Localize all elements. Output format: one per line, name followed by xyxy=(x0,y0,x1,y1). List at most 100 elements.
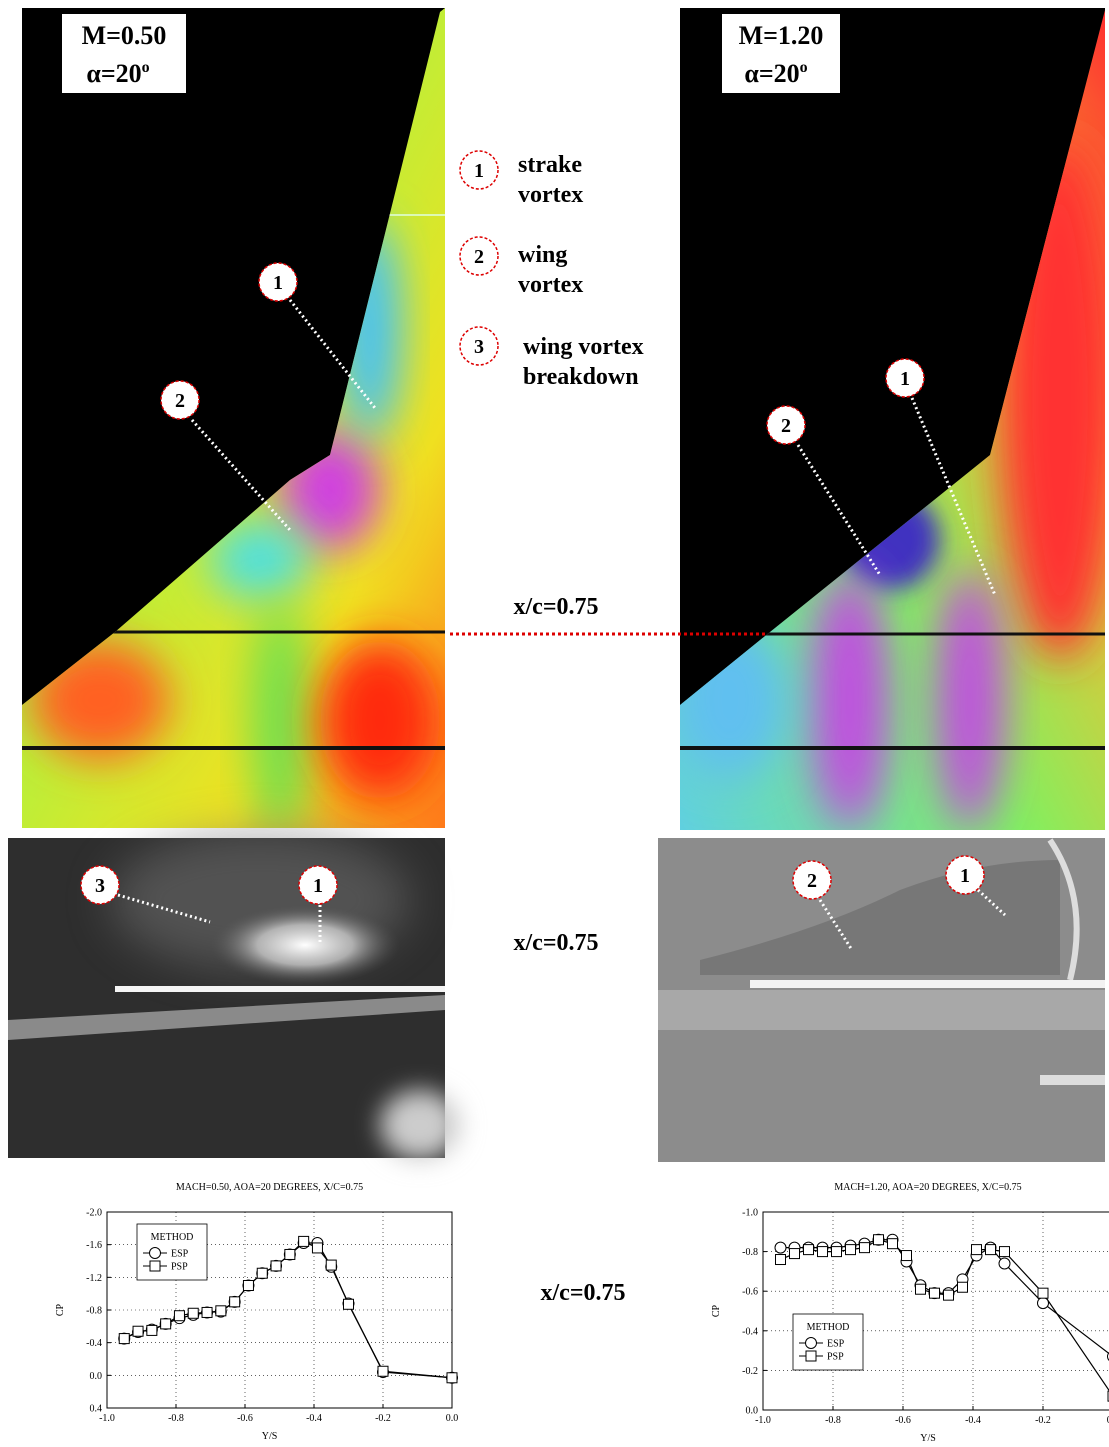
marker xyxy=(915,1283,926,1295)
legend-marker xyxy=(805,1337,817,1349)
y-tick-label: -0.4 xyxy=(742,1326,758,1337)
y-tick-label: -0.6 xyxy=(742,1287,758,1298)
leader-lines xyxy=(117,299,1007,951)
alpha-sup: o xyxy=(142,59,150,76)
x-tick-label: 0.0 xyxy=(446,1413,459,1424)
callout-circle xyxy=(258,262,298,302)
marker xyxy=(845,1244,856,1256)
x-tick-label: -0.8 xyxy=(168,1413,184,1424)
flow-image-right xyxy=(658,838,1105,1162)
station-label: x/c=0.75 xyxy=(541,1280,626,1306)
callout-number: 1 xyxy=(960,865,970,887)
legend-box xyxy=(136,1223,208,1281)
x-tick-label: -0.2 xyxy=(375,1413,391,1424)
y-tick-label: -1.2 xyxy=(86,1273,102,1284)
y-axis-label: CP xyxy=(711,1304,722,1317)
alpha-text: α=20 xyxy=(86,59,141,88)
marker xyxy=(957,1281,968,1293)
y-tick-label: -1.0 xyxy=(742,1208,758,1219)
marker xyxy=(132,1325,144,1337)
x-tick-label: -0.8 xyxy=(825,1415,841,1426)
legend-label: PSP xyxy=(827,1352,844,1363)
marker xyxy=(187,1307,199,1319)
x-tick-label: -1.0 xyxy=(755,1415,771,1426)
key-text: breakdown xyxy=(523,364,639,390)
callouts: 1 2 2 1 3 1 2 1 xyxy=(80,262,985,905)
y-tick-label: 0.0 xyxy=(90,1371,103,1382)
marker xyxy=(215,1305,227,1317)
psp-image-right xyxy=(680,8,1105,830)
chart-title: MACH=0.50, AOA=20 DEGREES, X/C=0.75 xyxy=(176,1182,363,1193)
station-label: x/c=0.75 xyxy=(514,594,599,620)
marker xyxy=(1037,1287,1049,1299)
alpha-text: α=20 xyxy=(744,59,799,88)
marker xyxy=(256,1267,268,1279)
chart-title: MACH=1.20, AOA=20 DEGREES, X/C=0.75 xyxy=(834,1182,1021,1193)
marker xyxy=(201,1306,213,1318)
marker xyxy=(971,1244,982,1256)
plot-frame xyxy=(106,1211,453,1409)
legend-label: PSP xyxy=(171,1262,188,1273)
marker xyxy=(1037,1297,1049,1310)
marker xyxy=(887,1238,898,1250)
alpha-sup: o xyxy=(800,59,808,76)
marker xyxy=(311,1242,323,1254)
callout-number: 2 xyxy=(781,415,791,437)
marker xyxy=(859,1242,870,1254)
y-tick-label: 0.4 xyxy=(90,1404,103,1415)
marker xyxy=(775,1254,786,1266)
label-box xyxy=(62,14,186,93)
callout-number: 3 xyxy=(95,875,105,897)
chart: MACH=0.50, AOA=20 DEGREES, X/C=0.75 CP Y/S… xyxy=(55,1182,458,1442)
flow-image-left xyxy=(8,830,460,1160)
x-tick-label: -0.6 xyxy=(237,1413,253,1424)
mach-label: M=0.50 xyxy=(82,21,167,50)
marker xyxy=(173,1310,185,1322)
x-axis-label: Y/S xyxy=(920,1433,936,1444)
key-text: wing vortex xyxy=(523,334,644,360)
key-number: 2 xyxy=(474,246,484,268)
marker xyxy=(999,1246,1010,1258)
legend-box xyxy=(792,1313,864,1371)
key-text: vortex xyxy=(518,272,583,298)
key-text: vortex xyxy=(518,182,583,208)
marker xyxy=(446,1372,458,1384)
y-tick-label: 0.0 xyxy=(746,1406,759,1417)
callout-circle xyxy=(792,860,832,900)
marker xyxy=(831,1246,842,1258)
callout-number: 1 xyxy=(900,368,910,390)
legend-title: METHOD xyxy=(151,1232,194,1243)
marker xyxy=(160,1318,172,1330)
x-tick-label: -0.2 xyxy=(1035,1415,1051,1426)
marker xyxy=(943,1289,954,1301)
callout-circle xyxy=(766,405,806,445)
marker xyxy=(774,1241,787,1254)
x-tick-label: -0.4 xyxy=(965,1415,981,1426)
marker xyxy=(901,1250,912,1262)
mach-label: M=1.20 xyxy=(739,21,824,50)
key-text: strake xyxy=(518,152,582,178)
psp-image-left xyxy=(22,8,445,828)
marker xyxy=(817,1246,828,1258)
callout-circle xyxy=(80,865,120,905)
legend-marker xyxy=(805,1350,817,1362)
callout-number: 2 xyxy=(175,390,185,412)
marker xyxy=(146,1324,158,1336)
key-number: 1 xyxy=(474,160,484,182)
marker xyxy=(873,1234,884,1246)
x-tick-label: -0.4 xyxy=(306,1413,322,1424)
marker xyxy=(270,1260,282,1272)
y-axis-label: CP xyxy=(55,1303,66,1316)
marker xyxy=(998,1257,1011,1270)
callout-circle xyxy=(885,358,925,398)
marker xyxy=(325,1259,337,1271)
alpha-label: α=20o xyxy=(744,59,807,88)
marker xyxy=(284,1248,296,1260)
chart: MACH=1.20, AOA=20 DEGREES, X/C=0.75 CP Y/S… xyxy=(711,1182,1109,1444)
y-tick-label: -0.8 xyxy=(742,1247,758,1258)
y-tick-label: -0.8 xyxy=(86,1306,102,1317)
y-tick-label: -0.4 xyxy=(86,1338,102,1349)
label-box xyxy=(722,14,840,93)
